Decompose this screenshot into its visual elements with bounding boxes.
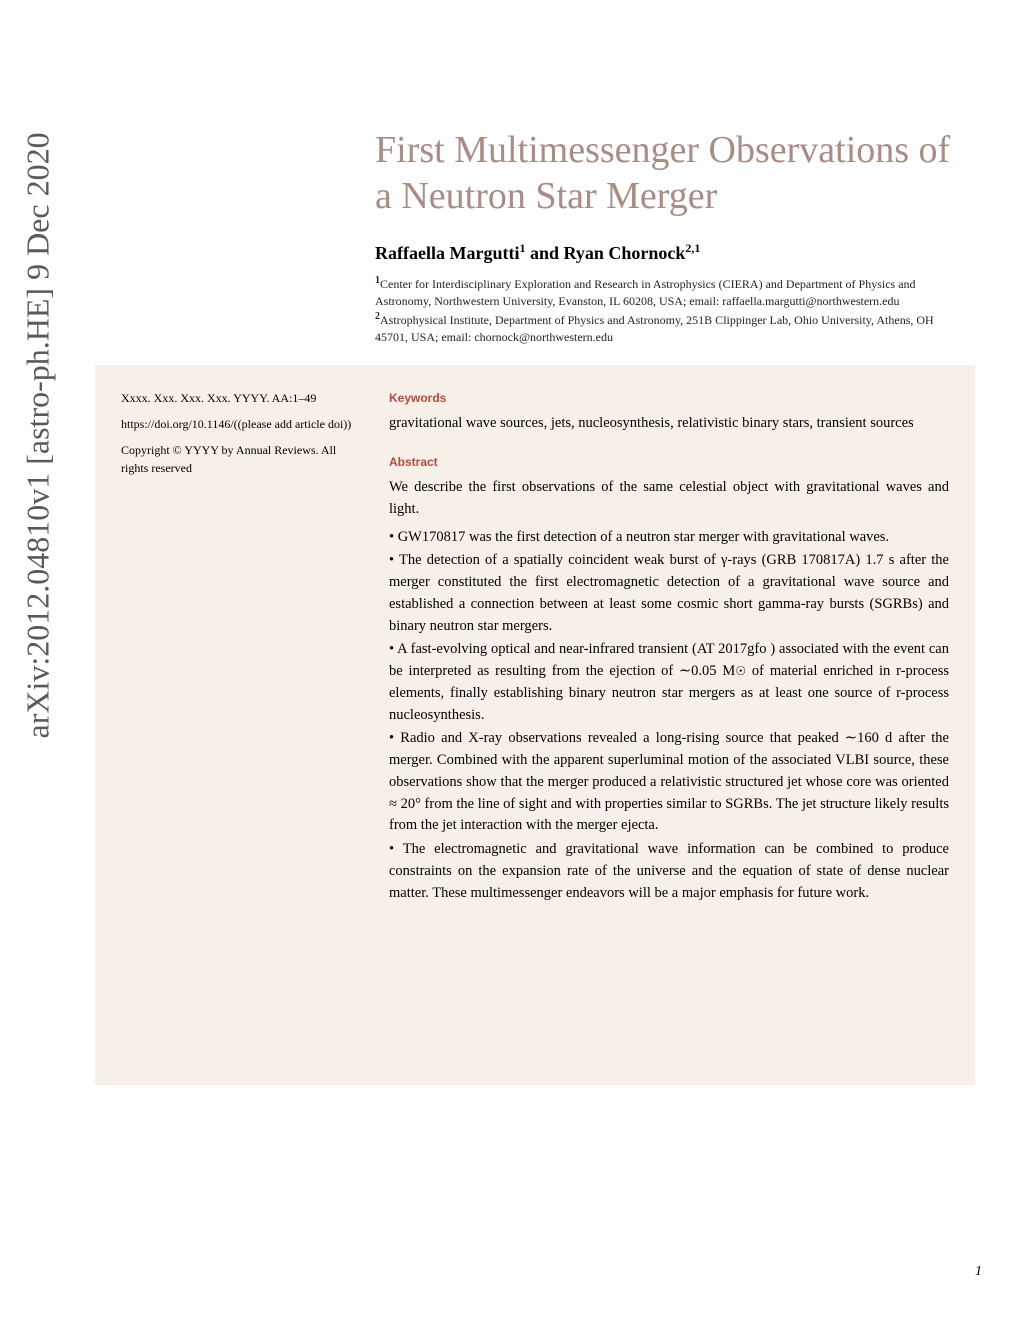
metadata-column: Xxxx. Xxx. Xxx. Xxx. YYYY. AA:1–49 https…: [121, 389, 361, 906]
copyright-notice: Copyright © YYYY by Annual Reviews. All …: [121, 441, 361, 477]
affiliation-2: Astrophysical Institute, Department of P…: [375, 313, 934, 344]
keywords-heading: Keywords: [389, 389, 949, 407]
abstract-heading: Abstract: [389, 453, 949, 471]
page-number: 1: [975, 1264, 982, 1280]
abstract-column: Keywords gravitational wave sources, jet…: [389, 389, 949, 906]
paper-title: First Multimessenger Observations of a N…: [375, 128, 965, 219]
affiliations: 1Center for Interdisciplinary Exploratio…: [375, 274, 965, 345]
abstract-intro: We describe the first observations of th…: [389, 477, 949, 521]
affiliation-1: Center for Interdisciplinary Exploration…: [375, 277, 916, 308]
authors: Raffaella Margutti1 and Ryan Chornock2,1: [375, 241, 965, 264]
abstract-bullet: • GW170817 was the first detection of a …: [389, 527, 949, 549]
keywords-text: gravitational wave sources, jets, nucleo…: [389, 413, 949, 435]
abstract-bullet: • The detection of a spatially coinciden…: [389, 550, 949, 637]
abstract-panel: Xxxx. Xxx. Xxx. Xxx. YYYY. AA:1–49 https…: [95, 365, 975, 1085]
abstract-body: We describe the first observations of th…: [389, 477, 949, 904]
arxiv-stamp: arXiv:2012.04810v1 [astro-ph.HE] 9 Dec 2…: [20, 132, 57, 738]
abstract-bullet: • Radio and X-ray observations revealed …: [389, 728, 949, 837]
doi-link: https://doi.org/10.1146/((please add art…: [121, 415, 361, 433]
title-block: First Multimessenger Observations of a N…: [375, 128, 965, 345]
abstract-bullet: • A fast-evolving optical and near-infra…: [389, 639, 949, 726]
abstract-bullet: • The electromagnetic and gravitational …: [389, 839, 949, 904]
journal-reference: Xxxx. Xxx. Xxx. Xxx. YYYY. AA:1–49: [121, 389, 361, 407]
page-content: First Multimessenger Observations of a N…: [85, 0, 985, 1320]
